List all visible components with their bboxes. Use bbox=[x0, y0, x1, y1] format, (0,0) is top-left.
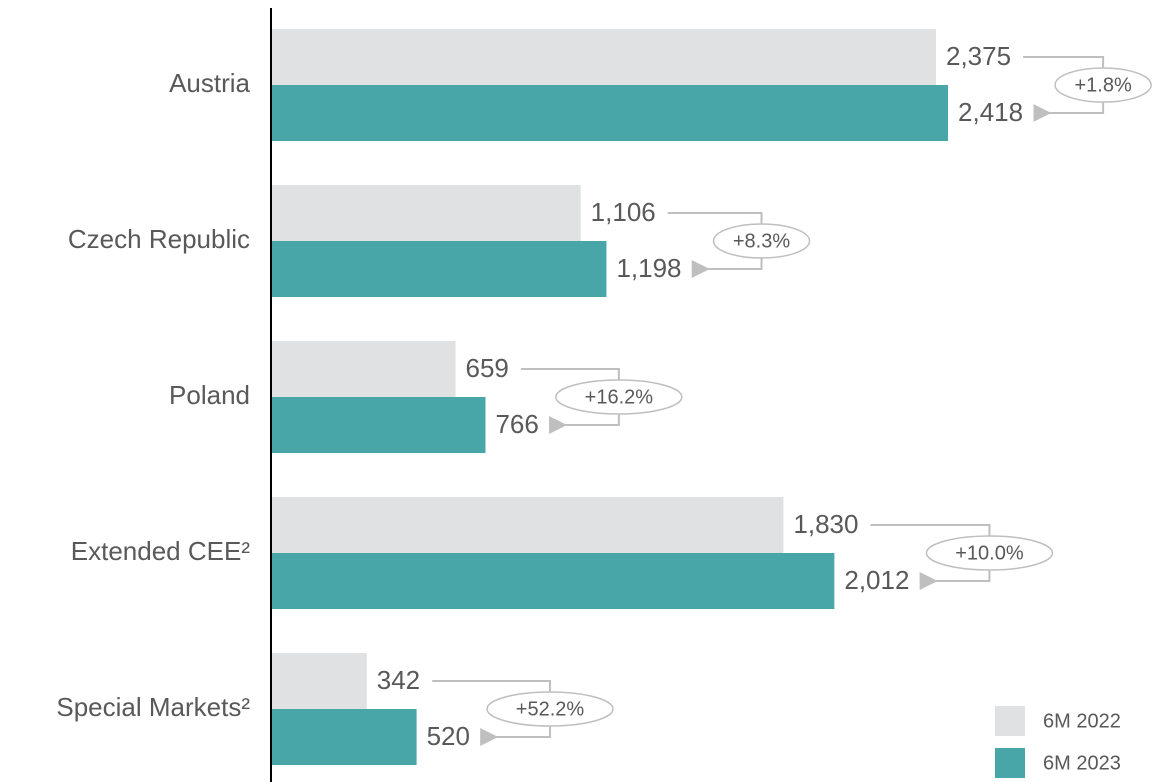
value-label: 342 bbox=[377, 665, 420, 695]
annotation-bubble bbox=[925, 535, 1054, 571]
category-label: Czech Republic bbox=[68, 224, 250, 254]
category-label: Extended CEE² bbox=[71, 536, 251, 566]
value-label: 520 bbox=[427, 721, 470, 751]
legend-swatch bbox=[995, 706, 1025, 736]
value-label: 2,418 bbox=[958, 97, 1023, 127]
annotation: +16.2% bbox=[585, 386, 654, 408]
category-label: Special Markets² bbox=[56, 692, 250, 722]
category-label: Poland bbox=[169, 380, 250, 410]
category-label: Austria bbox=[169, 68, 250, 98]
bar bbox=[271, 397, 486, 453]
legend-swatch bbox=[995, 748, 1025, 778]
annotation-bubble bbox=[712, 223, 811, 259]
bar bbox=[271, 653, 367, 709]
bar bbox=[271, 497, 784, 553]
bar bbox=[271, 241, 607, 297]
annotation-bubble bbox=[486, 691, 614, 727]
value-label: 2,375 bbox=[946, 41, 1011, 71]
legend-label: 6M 2022 bbox=[1043, 710, 1121, 732]
value-label: 2,012 bbox=[844, 565, 909, 595]
value-label: 1,830 bbox=[793, 509, 858, 539]
annotation: +52.2% bbox=[516, 698, 585, 720]
annotation: +8.3% bbox=[733, 230, 790, 252]
annotation-bubble bbox=[555, 379, 683, 415]
annotation-bubble bbox=[1054, 67, 1152, 103]
value-label: 766 bbox=[495, 409, 538, 439]
bar bbox=[271, 709, 417, 765]
legend-label: 6M 2023 bbox=[1043, 752, 1121, 774]
value-label: 659 bbox=[466, 353, 509, 383]
annotation: +1.8% bbox=[1074, 74, 1131, 96]
annotation: +10.0% bbox=[955, 542, 1024, 564]
value-label: 1,198 bbox=[616, 253, 681, 283]
bar bbox=[271, 29, 936, 85]
bar bbox=[271, 85, 949, 141]
bar bbox=[271, 553, 835, 609]
bar bbox=[271, 341, 456, 397]
value-label: 1,106 bbox=[591, 197, 656, 227]
bar bbox=[271, 185, 581, 241]
